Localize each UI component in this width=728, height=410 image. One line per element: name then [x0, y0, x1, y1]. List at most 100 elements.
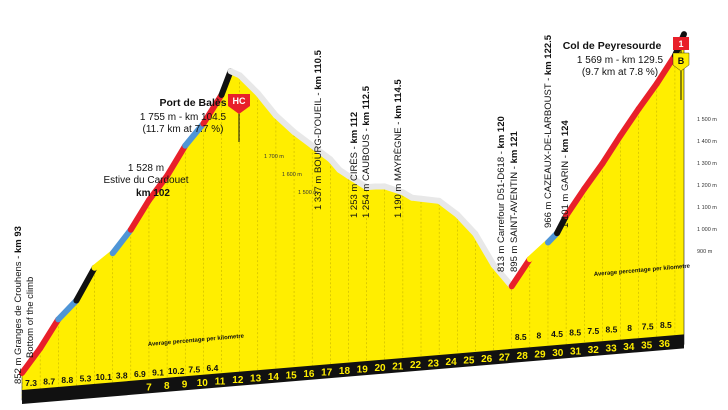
gradient-segment — [200, 91, 225, 127]
gradient-segment — [418, 195, 443, 204]
gradient-value: 7.5 — [642, 321, 654, 331]
altitude-tick: 1 100 m — [697, 205, 717, 211]
summit-name: Port de Balès — [159, 97, 226, 109]
km-marker: 7 — [146, 382, 152, 393]
badge-label: HC — [233, 96, 246, 106]
gradient-segment — [73, 264, 98, 304]
gradient-segment — [635, 80, 660, 112]
gradient-value: 9.1 — [152, 368, 164, 378]
badge-label: B — [678, 56, 685, 66]
summit-elevation: 1 755 m - km 104.5 — [140, 112, 227, 123]
km-marker: 16 — [303, 369, 315, 380]
waypoint-label: 1 253 m CIRÈS - km 112 — [349, 112, 360, 218]
gradient-segment — [37, 316, 62, 352]
gradient-segments-layer — [19, 31, 687, 377]
km-marker: 15 — [286, 370, 298, 381]
altitude-tick: 1 400 m — [697, 139, 717, 145]
gradient-value: 8.5 — [606, 324, 618, 334]
gradient-value: 5.3 — [80, 374, 92, 384]
gradient-segment — [182, 120, 207, 149]
gradient-value: 8.5 — [660, 320, 672, 330]
gradient-segment — [436, 197, 461, 218]
gradient-segment — [55, 297, 80, 323]
waypoint-label: 813 m Carrefour D51-D618 - km 120 — [496, 116, 507, 272]
gradient-segment — [236, 72, 261, 97]
gradient-segment — [554, 212, 570, 237]
waypoint-label: 895 m SAINT-AVENTIN - km 121 — [509, 130, 520, 272]
gradient-segment — [164, 142, 189, 179]
summit-port-de-bales: Port de Balès 1 755 m - km 104.5 (11.7 k… — [140, 94, 250, 142]
gradient-segment — [218, 68, 234, 98]
km-marker: 19 — [357, 364, 369, 375]
km-marker: 30 — [552, 348, 564, 359]
waypoint-label: 1 254 m CAUBOUS - km 112.5 — [361, 85, 372, 218]
waypoint-label: Bottom of the climb — [25, 277, 36, 358]
km-marker: 20 — [374, 363, 386, 374]
altitude-ticks: 1 700 m 1 600 m 1 500 m 1 500 m 1 400 m 1 300… — [264, 117, 717, 255]
gradient-segment — [254, 90, 279, 119]
gradient-value: 10.2 — [168, 366, 185, 376]
km-marker: 24 — [446, 357, 458, 368]
altitude-tick: 1 200 m — [697, 183, 717, 189]
waypoint-label: 966 m CAZEAUX-DE-LARBOUST - km 122.5 — [543, 34, 554, 228]
gradient-segment — [526, 239, 551, 263]
gradient-segment — [345, 172, 370, 191]
gradient-segment — [309, 142, 334, 163]
gradient-segment — [581, 160, 606, 192]
waypoint-estive: 1 528 m Estive du Cardouet km 102 — [103, 163, 188, 199]
gradient-value: 7.5 — [188, 365, 200, 375]
altitude-tick: 900 m — [697, 249, 713, 255]
altitude-tick: 1 700 m — [264, 154, 284, 160]
gradient-value: 7.5 — [587, 326, 599, 336]
km-marker: 34 — [623, 342, 635, 353]
waypoint-label: 852 m Granges de Crouhens - km 93 — [13, 226, 24, 384]
altitude-tick: 1 600 m — [282, 172, 302, 178]
summit-name: Col de Peyresourde — [563, 40, 662, 52]
altitude-tick: 1 000 m — [697, 227, 717, 233]
km-marker: 23 — [428, 358, 440, 369]
gradient-segment — [653, 52, 678, 87]
gradient-value: 8 — [627, 323, 632, 333]
gradient-segment — [599, 132, 624, 167]
gradient-value: 8.7 — [43, 377, 55, 387]
gradient-value: 7.3 — [25, 378, 37, 388]
category-badge-hc: HC — [228, 94, 250, 142]
km-marker: 22 — [410, 360, 422, 371]
gradient-segment — [381, 183, 406, 196]
summit-climb-stats: (11.7 km at 7.7 %) — [143, 124, 224, 135]
gradient-segment — [127, 197, 152, 233]
gradient-segment — [490, 261, 515, 290]
gradient-segment — [109, 226, 134, 257]
altitude-tick: 1 500 m — [697, 117, 717, 123]
km-marker: 18 — [339, 366, 351, 377]
waypoint-label: 1 101 m GARIN - km 124 — [560, 120, 571, 228]
gradient-value: 4.5 — [551, 329, 563, 339]
km-marker: 26 — [481, 354, 493, 365]
gradient-value: 6.4 — [207, 363, 219, 373]
km-marker: 32 — [588, 345, 600, 356]
gradient-segment — [563, 185, 588, 219]
km-marker: 36 — [659, 339, 671, 350]
gradient-value: 10.1 — [95, 372, 112, 382]
gradient-segment — [272, 112, 298, 135]
gradient-segment — [291, 128, 316, 149]
km-marker: 11 — [215, 376, 226, 387]
waypoint-km: km 102 — [136, 188, 170, 199]
gradient-segment — [91, 250, 116, 271]
gradient-segment — [472, 230, 497, 268]
altitude-tick: 1 500 m — [298, 190, 318, 196]
gradient-value: 8 — [537, 331, 542, 341]
gradient-segment — [454, 211, 479, 237]
gradient-value: 8.5 — [569, 328, 581, 338]
gradient-labels: 7.3 8.7 8.8 5.3 10.1 3.8 6.9 9.1 10.2 7.5 6.48.5 8 4… — [25, 320, 672, 388]
km-marker: 8 — [164, 381, 170, 392]
summit-climb-stats: (9.7 km at 7.8 %) — [582, 67, 658, 78]
km-marker: 12 — [232, 375, 244, 386]
vertical-waypoint-labels: 852 m Granges de Crouhens - km 93Bottom … — [13, 34, 571, 384]
gradient-value: 6.9 — [134, 369, 146, 379]
km-marker: 29 — [534, 349, 546, 360]
km-marker: 25 — [463, 355, 475, 366]
km-marker: 10 — [197, 378, 209, 389]
km-marker: 13 — [250, 373, 262, 384]
